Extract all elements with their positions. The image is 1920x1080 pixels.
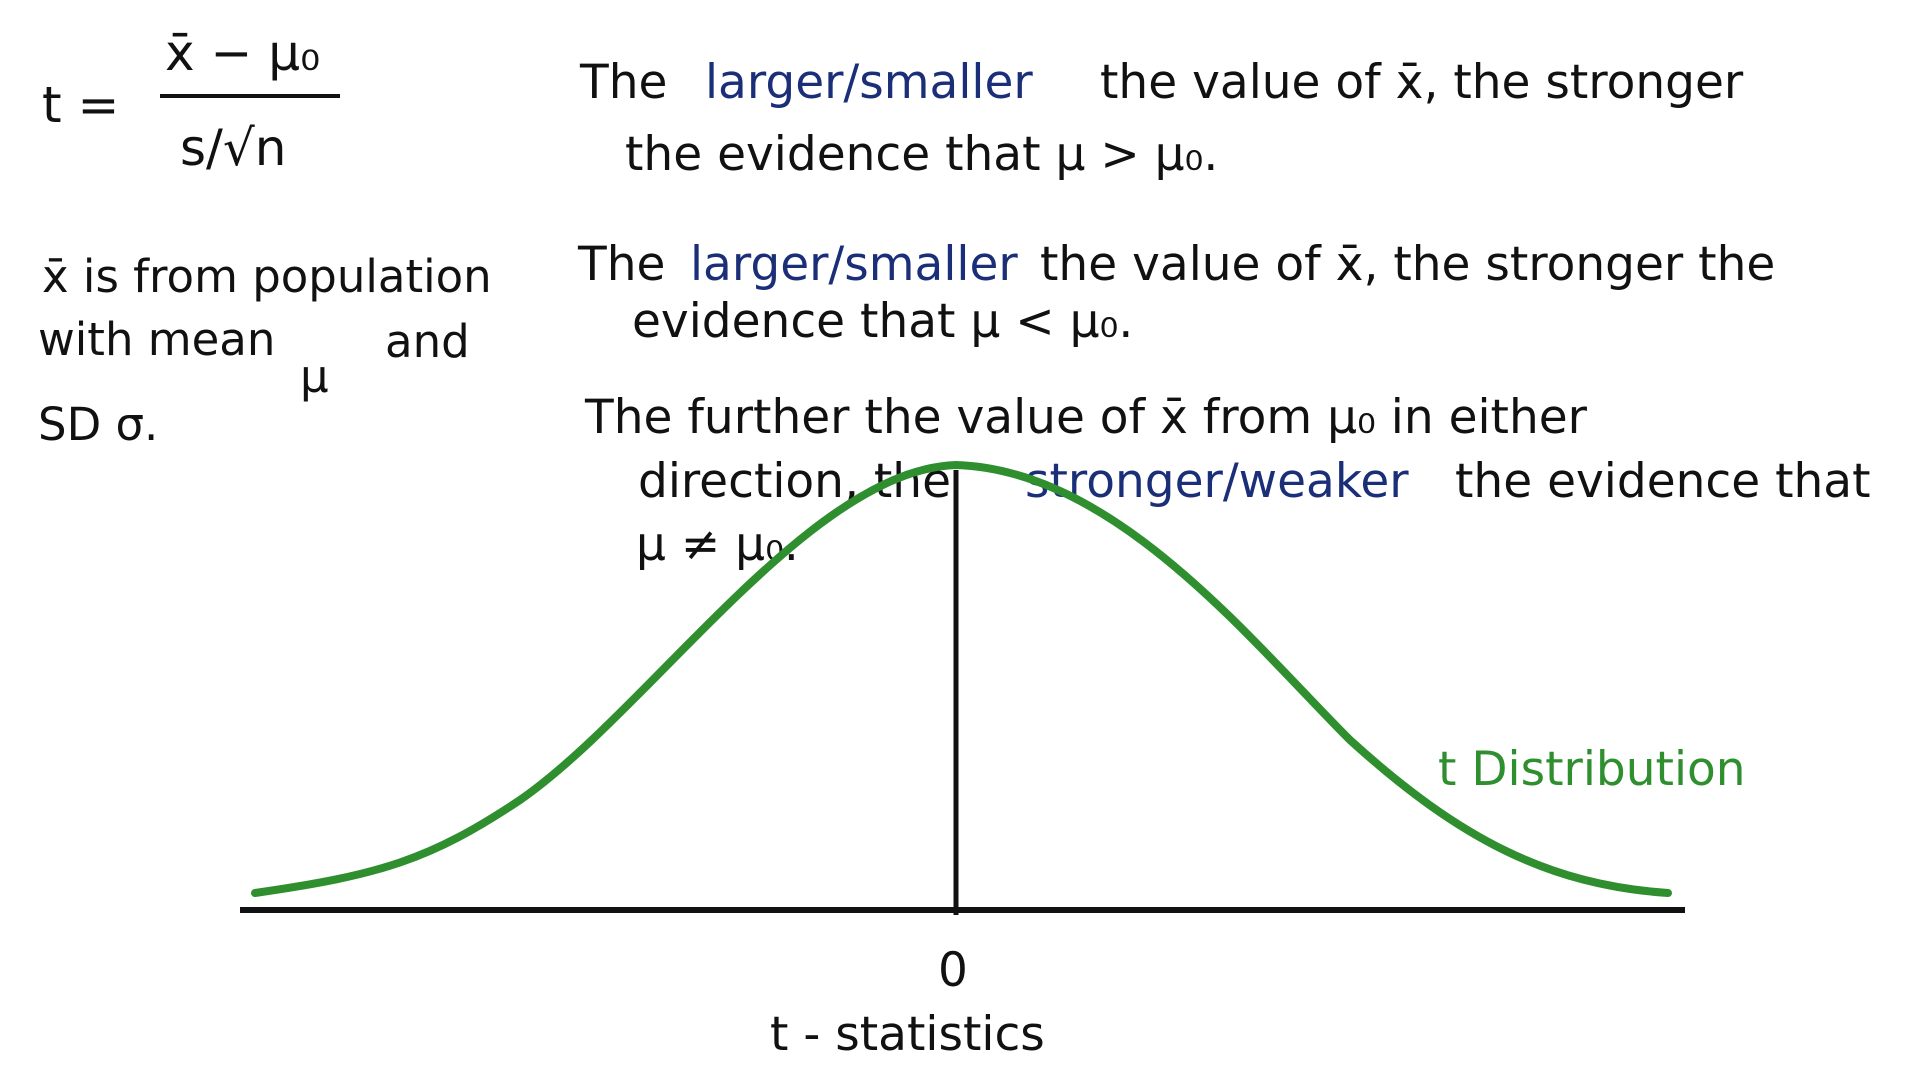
lower-line-1-choice: larger/smaller	[690, 237, 1018, 292]
two-sided-line-2-b: the evidence that	[1455, 454, 1871, 509]
upper-line-1-choice: larger/smaller	[705, 55, 1033, 110]
formula-lhs: t =	[42, 76, 119, 134]
lower-tail-statement: The larger/smaller the value of x̄, the …	[577, 237, 1775, 349]
upper-line-1-a: The	[579, 55, 667, 110]
lower-line-2: evidence that μ < μ₀.	[632, 294, 1133, 349]
t-distribution-graph: t Distribution 0 t - statistics	[240, 460, 1746, 1062]
t-formula: t = x̄ − μ₀ s/√n	[42, 24, 340, 177]
upper-line-1-b: the value of x̄, the stronger	[1100, 55, 1744, 110]
two-sided-line-2-choice: stronger/weaker	[1025, 454, 1409, 509]
note-line-2-a: with mean	[38, 313, 275, 366]
curve-label: t Distribution	[1438, 742, 1746, 797]
population-note: x̄ is from population with mean μ and SD…	[38, 250, 492, 451]
center-tick-label: 0	[938, 943, 968, 998]
two-sided-statement: The further the value of x̄ from μ₀ in e…	[584, 390, 1871, 572]
two-sided-line-2-a: direction, the	[638, 454, 951, 509]
lower-line-1-b: the value of x̄, the stronger the	[1040, 237, 1775, 292]
formula-denominator: s/√n	[180, 119, 286, 177]
note-line-1: x̄ is from population	[42, 250, 492, 303]
formula-numerator: x̄ − μ₀	[165, 24, 320, 82]
upper-tail-statement: The larger/smaller the value of x̄, the …	[579, 55, 1744, 182]
note-line-3: SD σ.	[38, 398, 158, 451]
lower-line-1-a: The	[577, 237, 665, 292]
note-line-2-b: and	[385, 315, 470, 368]
t-distribution-curve	[251, 460, 1672, 897]
upper-line-2: the evidence that μ > μ₀.	[625, 127, 1218, 182]
axis-label: t - statistics	[770, 1007, 1045, 1062]
note-line-2-mu: μ	[300, 350, 329, 403]
two-sided-line-1: The further the value of x̄ from μ₀ in e…	[584, 390, 1588, 445]
